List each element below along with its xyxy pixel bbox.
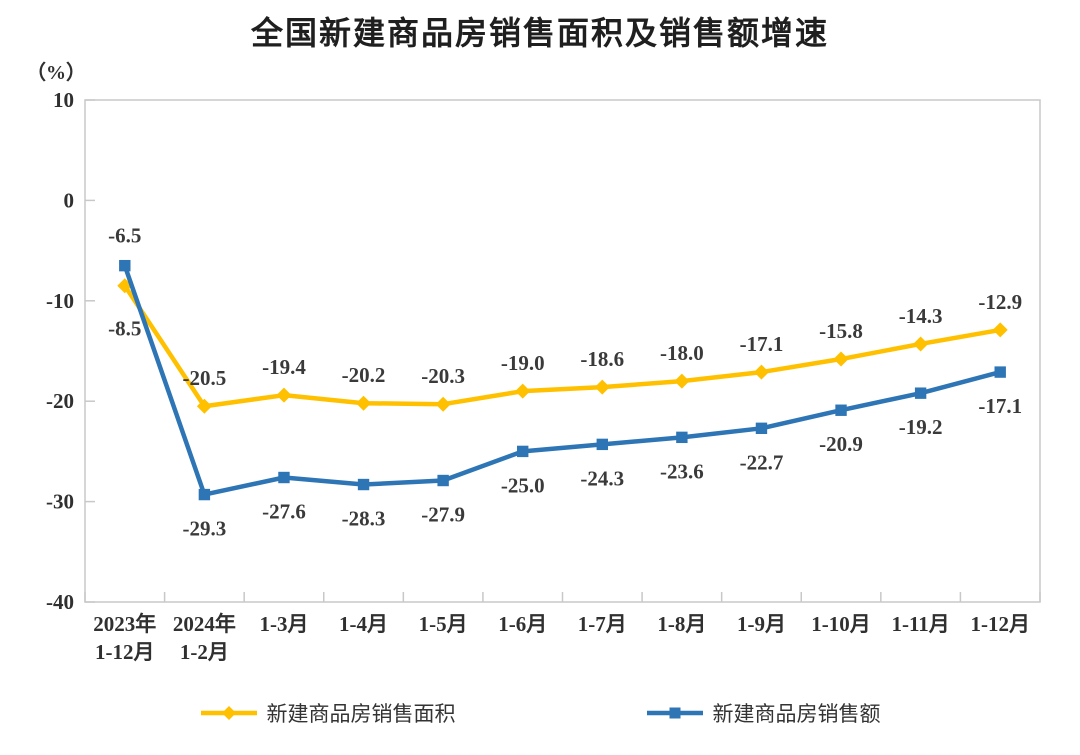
x-axis-label: 1-3月 [259, 612, 308, 636]
x-axis-label: 1-11月 [891, 612, 949, 636]
x-axis-label: 2023年 1-12月 [93, 612, 156, 664]
y-axis-tick-label: 0 [64, 188, 75, 212]
data-point-label: -28.3 [342, 507, 386, 531]
y-axis-tick-label: -20 [46, 389, 74, 413]
y-axis-tick-label: -10 [46, 289, 74, 313]
data-point-marker-square [596, 438, 608, 451]
data-point-marker-diamond [594, 379, 610, 395]
data-point-label: -8.5 [108, 317, 141, 341]
data-point-marker-square [676, 431, 688, 444]
x-axis-label: 1-6月 [498, 612, 547, 636]
data-point-marker-square [914, 387, 927, 399]
data-point-label: -15.8 [819, 319, 863, 343]
x-axis-label: 1-12月 [970, 612, 1030, 636]
data-point-label: -18.6 [580, 347, 624, 371]
y-axis-tick-label: 10 [53, 88, 74, 112]
data-point-marker-square [994, 366, 1006, 378]
data-point-marker-diamond [753, 364, 769, 380]
data-point-marker-diamond [674, 373, 690, 389]
x-axis-label: 1-7月 [578, 612, 627, 636]
data-point-marker-square [278, 471, 290, 484]
line-square-marker-icon [646, 707, 703, 719]
legend-item-sales-area: 新建商品房销售面积 [200, 698, 456, 728]
data-point-label: -20.9 [819, 432, 863, 456]
data-point-label: -17.1 [978, 394, 1022, 418]
legend-label-sales-area: 新建商品房销售面积 [266, 702, 456, 726]
data-point-marker-diamond [356, 395, 372, 411]
plot-frame [84, 99, 1041, 603]
data-point-marker-diamond [117, 278, 133, 294]
x-axis-label: 2024年 1-2月 [173, 612, 236, 664]
data-point-marker-square [517, 445, 529, 458]
data-point-label: -27.9 [421, 503, 465, 527]
data-point-label: -22.7 [740, 450, 784, 474]
y-axis-tick-label: -40 [46, 590, 74, 614]
data-point-label: -19.4 [262, 355, 306, 379]
x-axis-label: 1-10月 [811, 612, 871, 636]
data-point-label: -14.3 [899, 304, 943, 328]
data-point-marker-square [357, 478, 370, 491]
data-point-label: -25.0 [501, 473, 545, 497]
data-point-label: -6.5 [108, 224, 141, 248]
data-point-marker-diamond [913, 336, 929, 352]
data-point-label: -29.3 [183, 517, 227, 541]
data-point-label: -23.6 [660, 459, 704, 483]
data-point-marker-square [755, 422, 768, 435]
x-axis-label: 1-9月 [737, 612, 786, 636]
data-point-label: -20.2 [342, 363, 386, 387]
data-point-marker-diamond [515, 383, 531, 399]
data-point-label: -20.3 [421, 364, 465, 388]
series-line-0 [122, 283, 1003, 409]
data-point-marker-square [119, 259, 131, 272]
legend-item-sales-value: 新建商品房销售额 [646, 698, 881, 728]
y-axis-tick-label: -30 [46, 490, 74, 514]
series-line-1 [122, 263, 1003, 497]
data-point-label: -27.6 [262, 500, 306, 524]
data-point-marker-diamond [992, 322, 1008, 338]
data-point-label: -17.1 [740, 332, 784, 356]
data-point-label: -12.9 [978, 290, 1022, 314]
data-point-marker-diamond [833, 351, 849, 367]
data-point-marker-square [835, 404, 847, 416]
legend-label-sales-value: 新建商品房销售额 [712, 702, 881, 726]
x-axis-label: 1-8月 [657, 612, 706, 636]
data-point-marker-square [437, 474, 449, 487]
data-point-label: -20.5 [183, 366, 227, 390]
data-point-marker-diamond [276, 387, 292, 403]
chart-legend: 新建商品房销售面积 新建商品房销售额 [0, 698, 1080, 728]
chart-title: 全国新建商品房销售面积及销售额增速 [250, 15, 829, 51]
line-diamond-marker-icon [200, 706, 257, 720]
data-point-marker-diamond [435, 396, 451, 412]
data-point-marker-diamond [196, 398, 212, 414]
data-point-label: -24.3 [580, 466, 624, 490]
y-axis-unit-label: （%） [26, 62, 86, 84]
x-axis-label: 1-4月 [339, 612, 388, 636]
data-point-label: -19.0 [501, 351, 545, 375]
data-point-marker-square [198, 488, 211, 501]
data-point-label: -19.2 [899, 415, 943, 439]
x-axis-label: 1-5月 [419, 612, 468, 636]
data-point-label: -18.0 [660, 341, 704, 365]
